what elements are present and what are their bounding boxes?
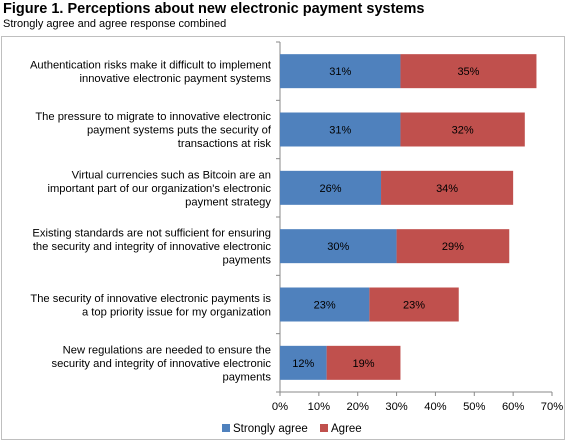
bar-agree bbox=[369, 287, 459, 322]
category-label: The pressure to migrate to innovative el… bbox=[35, 111, 272, 150]
data-label: 19% bbox=[353, 358, 375, 370]
bar-agree bbox=[326, 345, 401, 380]
category-label-line: Authentication risks make it difficult t… bbox=[30, 59, 272, 71]
category-label-line: payment strategy bbox=[185, 196, 271, 208]
category-label-line: Virtual currencies such as Bitcoin are a… bbox=[72, 169, 271, 181]
data-label: 31% bbox=[329, 66, 351, 78]
category-label: Authentication risks make it difficult t… bbox=[30, 59, 272, 85]
data-label: 23% bbox=[403, 300, 425, 312]
bar-strongly-agree bbox=[280, 112, 401, 147]
category-label-line: innovative electronic payment systems bbox=[79, 73, 271, 85]
x-tick-label: 10% bbox=[308, 401, 330, 413]
legend-strongly-agree-label: Strongly agree bbox=[233, 423, 308, 435]
x-tick-label: 30% bbox=[385, 401, 407, 413]
bar-agree bbox=[396, 229, 510, 264]
data-label: 31% bbox=[329, 125, 351, 137]
data-label: 30% bbox=[327, 241, 349, 253]
category-label-line: payments bbox=[222, 255, 271, 267]
x-tick-label: 60% bbox=[502, 401, 524, 413]
bar-strongly-agree bbox=[280, 345, 327, 380]
chart-title: Figure 1. Perceptions about new electron… bbox=[3, 1, 425, 17]
category-label-line: transactions at risk bbox=[178, 138, 272, 150]
category-label-line: New regulations are needed to ensure the bbox=[63, 344, 271, 356]
bar-strongly-agree bbox=[280, 54, 401, 89]
data-label: 23% bbox=[314, 300, 336, 312]
bar-strongly-agree bbox=[280, 229, 397, 264]
category-label: The security of innovative electronic pa… bbox=[30, 293, 271, 319]
category-label-line: Existing standards are not sufficient fo… bbox=[32, 228, 271, 240]
category-label: Existing standards are not sufficient fo… bbox=[32, 228, 271, 267]
category-label-line: payment systems puts the security of bbox=[87, 125, 272, 137]
data-label: 29% bbox=[442, 241, 464, 253]
category-label-line: payments bbox=[222, 371, 271, 383]
legend-agree-label: Agree bbox=[331, 423, 362, 435]
chart-frame bbox=[1, 36, 565, 440]
x-tick-label: 20% bbox=[347, 401, 369, 413]
category-label-line: the security and integrity of innovative… bbox=[33, 241, 272, 253]
x-tick-label: 40% bbox=[424, 401, 446, 413]
data-label: 12% bbox=[292, 358, 314, 370]
category-label-line: The pressure to migrate to innovative el… bbox=[35, 111, 271, 123]
bar-agree bbox=[400, 112, 525, 147]
bar-agree bbox=[381, 170, 514, 205]
category-label-line: The security of innovative electronic pa… bbox=[30, 293, 271, 305]
category-label-line: important part of our organization's ele… bbox=[47, 183, 271, 195]
category-label-line: security and integrity of innovative ele… bbox=[51, 358, 271, 370]
data-label: 34% bbox=[436, 183, 458, 195]
bar-strongly-agree bbox=[280, 170, 382, 205]
x-tick-label: 70% bbox=[541, 401, 563, 413]
chart-subtitle: Strongly agree and agree response combin… bbox=[3, 18, 227, 30]
data-label: 35% bbox=[457, 66, 479, 78]
category-label: New regulations are needed to ensure the… bbox=[51, 344, 271, 383]
category-label: Virtual currencies such as Bitcoin are a… bbox=[47, 169, 271, 208]
x-tick-label: 50% bbox=[463, 401, 485, 413]
legend-strongly-agree-swatch bbox=[222, 424, 230, 432]
legend-agree-swatch bbox=[320, 424, 328, 432]
data-label: 26% bbox=[319, 183, 341, 195]
bar-agree bbox=[400, 54, 537, 89]
category-label-line: a top priority issue for my organization bbox=[82, 306, 271, 318]
data-label: 32% bbox=[452, 125, 474, 137]
x-tick-label: 0% bbox=[272, 401, 288, 413]
bar-strongly-agree bbox=[280, 287, 370, 322]
